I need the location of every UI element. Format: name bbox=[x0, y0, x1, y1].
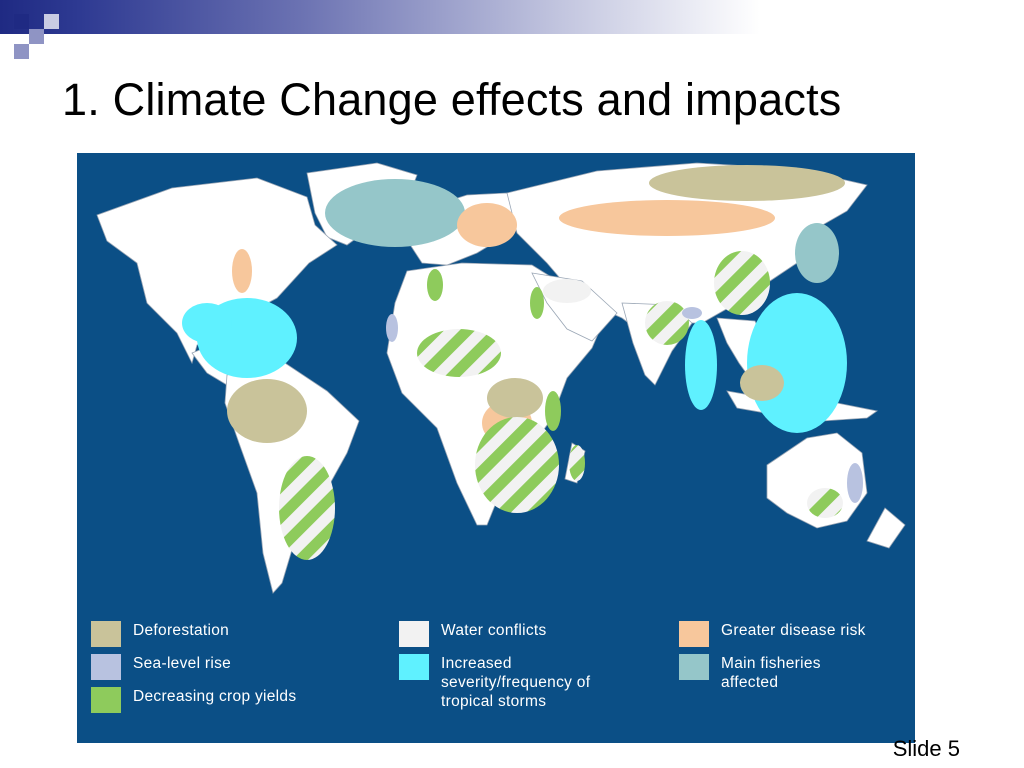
legend-item-deforestation: Deforestation bbox=[91, 621, 229, 647]
crop-yields-south-america bbox=[279, 456, 335, 560]
sea-level-west-africa bbox=[386, 314, 398, 342]
legend-item-sea-level-rise: Sea-level rise bbox=[91, 654, 231, 680]
legend-item-tropical-storms: Increased severity/frequency of tropical… bbox=[399, 654, 590, 711]
legend-label-crop-yields: Decreasing crop yields bbox=[133, 688, 297, 705]
legend-swatch-disease-risk bbox=[679, 621, 709, 647]
crop-yields-india bbox=[645, 301, 689, 345]
legend-swatch-water-conflicts bbox=[399, 621, 429, 647]
crop-yields-southern-africa bbox=[475, 417, 559, 513]
crop-yields-north-africa bbox=[427, 269, 443, 301]
storms-gulf-mexico bbox=[182, 303, 232, 343]
title-bar-decoration bbox=[0, 0, 1024, 34]
legend-label-disease-risk: Greater disease risk bbox=[721, 622, 866, 639]
legend-swatch-deforestation bbox=[91, 621, 121, 647]
deforestation-southeast-asia bbox=[740, 365, 784, 401]
crop-yields-china bbox=[714, 251, 770, 315]
sea-level-bangladesh bbox=[682, 307, 702, 319]
map-legend: Deforestation Sea-level rise Decreasing … bbox=[77, 607, 915, 743]
legend-swatch-tropical-storms bbox=[399, 654, 429, 680]
legend-label-water-conflicts: Water conflicts bbox=[441, 622, 547, 639]
deforestation-siberia bbox=[649, 165, 845, 201]
new-zealand-land bbox=[866, 507, 906, 549]
legend-item-fisheries: Main fisheries affected bbox=[679, 654, 821, 692]
legend-item-disease-risk: Greater disease risk bbox=[679, 621, 866, 647]
legend-swatch-sea-level-rise bbox=[91, 654, 121, 680]
slide-number: Slide 5 bbox=[892, 736, 960, 761]
crop-yields-middle-east bbox=[530, 287, 544, 319]
legend-item-crop-yields: Decreasing crop yields bbox=[91, 687, 296, 713]
legend-label-sea-level-rise: Sea-level rise bbox=[133, 655, 232, 672]
storms-west-pacific bbox=[747, 293, 847, 433]
fisheries-north-atlantic bbox=[325, 179, 465, 247]
legend-swatch-fisheries bbox=[679, 654, 709, 680]
disease-east-us bbox=[232, 249, 252, 293]
crop-yields-east-australia bbox=[807, 488, 843, 518]
legend-item-water-conflicts: Water conflicts bbox=[399, 621, 547, 647]
legend-label-fisheries: Main fisheries affected bbox=[721, 655, 821, 691]
water-conflicts-middle-east bbox=[543, 279, 591, 303]
corner-squares-decoration bbox=[0, 0, 80, 64]
deforestation-amazon bbox=[227, 379, 307, 443]
crop-yields-madagascar bbox=[569, 445, 585, 481]
crop-yields-sahel bbox=[417, 329, 501, 377]
disease-europe bbox=[457, 203, 517, 247]
legend-label-tropical-storms: Increased severity/frequency of tropical… bbox=[441, 655, 591, 710]
sea-level-east-australia bbox=[847, 463, 863, 503]
legend-swatch-crop-yields bbox=[91, 687, 121, 713]
slide-title: 1. Climate Change effects and impacts bbox=[62, 74, 842, 125]
legend-label-deforestation: Deforestation bbox=[133, 622, 230, 639]
crop-yields-east-africa bbox=[545, 391, 561, 431]
storms-bay-of-bengal bbox=[685, 320, 717, 410]
impact-regions bbox=[182, 165, 863, 560]
disease-russia bbox=[559, 200, 775, 236]
deforestation-congo bbox=[487, 378, 543, 418]
world-climate-impacts-map bbox=[77, 153, 915, 743]
fisheries-north-pacific bbox=[795, 223, 839, 283]
